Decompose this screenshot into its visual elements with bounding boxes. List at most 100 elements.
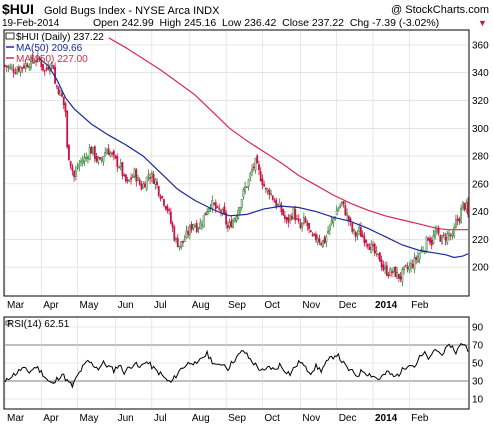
price-candle xyxy=(97,157,100,163)
price-candle xyxy=(282,209,285,216)
watermark: @ StockCharts.com xyxy=(391,4,489,16)
rsi-y-tick-label: 30 xyxy=(472,377,484,388)
price-candle xyxy=(216,206,219,208)
price-candle xyxy=(157,186,160,196)
price-candle xyxy=(190,224,193,230)
price-candle xyxy=(204,212,207,216)
rsi-x-tick-label: Dec xyxy=(339,413,357,424)
price-candle xyxy=(385,265,388,276)
price-candle xyxy=(418,253,421,260)
price-candle xyxy=(93,146,96,159)
price-candle xyxy=(220,210,222,212)
price-candle xyxy=(315,234,317,241)
price-candle xyxy=(211,200,214,210)
price-candle xyxy=(366,243,369,247)
price-candle xyxy=(81,160,84,164)
price-candle xyxy=(463,203,466,211)
ma150-line xyxy=(108,37,468,231)
price-candle xyxy=(71,166,74,171)
price-candle xyxy=(368,246,371,251)
legend-ma150: MA(150) 227.00 xyxy=(16,54,88,65)
price-candle xyxy=(152,174,155,184)
price-candle xyxy=(213,202,215,205)
price-candle xyxy=(292,207,295,219)
rsi-x-tick-label: May xyxy=(80,413,99,424)
rsi-y-tick-label: 50 xyxy=(472,359,484,370)
price-candle xyxy=(363,236,366,244)
rsi-y-tick-label: 90 xyxy=(472,323,484,334)
price-candle xyxy=(302,216,305,224)
price-candle xyxy=(125,174,127,182)
price-candle xyxy=(354,231,357,238)
rsi-y-tick-label: 10 xyxy=(472,395,484,406)
price-y-tick-label: 280 xyxy=(472,152,489,163)
price-candle xyxy=(456,218,459,221)
price-candle xyxy=(289,215,291,221)
price-candle xyxy=(95,155,98,162)
price-candle xyxy=(31,54,34,62)
price-candle xyxy=(187,231,190,235)
price-x-tick-label: Nov xyxy=(302,300,320,311)
chart-symbol: $HUI xyxy=(2,1,34,17)
price-candle xyxy=(427,238,430,241)
price-candle xyxy=(453,227,456,237)
price-x-tick-label: 2014 xyxy=(375,300,398,311)
rsi-x-tick-label: Mar xyxy=(7,413,25,424)
price-candle xyxy=(266,188,269,192)
price-candle xyxy=(169,211,172,224)
price-candle xyxy=(444,236,447,241)
price-candle xyxy=(263,184,266,187)
price-candle xyxy=(137,177,139,181)
rsi-x-tick-label: Aug xyxy=(192,413,210,424)
price-candle xyxy=(149,177,152,180)
price-candle xyxy=(448,232,450,236)
ma50-line xyxy=(39,58,469,259)
price-candle xyxy=(102,156,105,162)
price-candle xyxy=(5,65,8,68)
price-candle xyxy=(35,60,38,62)
price-candle xyxy=(442,234,445,236)
price-candle xyxy=(361,233,364,238)
chart-name: Gold Bugs Index - NYSE Arca INDX xyxy=(44,5,220,17)
price-candle xyxy=(161,195,164,198)
price-candle xyxy=(370,243,373,253)
price-candle xyxy=(304,218,307,223)
price-y-tick-label: 200 xyxy=(472,263,489,274)
price-candle xyxy=(285,217,288,221)
price-candle xyxy=(283,215,286,219)
price-candle xyxy=(12,69,15,73)
price-candle xyxy=(249,173,252,178)
price-candle xyxy=(321,240,324,248)
price-candle xyxy=(346,213,348,216)
price-candle xyxy=(277,204,279,206)
price-candle xyxy=(460,208,462,224)
price-candle xyxy=(415,257,418,261)
price-candle xyxy=(432,235,435,244)
price-candle xyxy=(74,170,77,177)
price-x-tick-label: Sep xyxy=(228,300,246,311)
price-candle xyxy=(199,222,202,229)
price-candle xyxy=(156,181,158,186)
price-y-tick-label: 340 xyxy=(472,68,489,79)
price-candle xyxy=(92,147,95,154)
rsi-x-tick-label: 2014 xyxy=(375,413,398,424)
price-candle xyxy=(47,67,50,70)
quote-down-arrow: ▼ xyxy=(478,18,487,28)
rsi-x-tick-label: Sep xyxy=(228,413,246,424)
price-y-tick-label: 360 xyxy=(472,40,489,51)
price-candle xyxy=(380,259,383,268)
price-candle xyxy=(455,219,457,228)
price-candle xyxy=(425,236,428,253)
rsi-label: RSI(14) 62.51 xyxy=(7,319,70,330)
price-candle xyxy=(30,56,32,69)
price-candle xyxy=(240,199,243,208)
price-candle xyxy=(154,179,157,185)
price-candle xyxy=(88,147,91,160)
price-candle xyxy=(223,206,226,215)
price-y-tick-label: 260 xyxy=(472,179,489,190)
price-candle xyxy=(85,157,88,159)
price-candle xyxy=(228,221,231,227)
price-candle xyxy=(313,233,316,236)
quote-values: Open 242.99 High 245.16 Low 236.42 Close… xyxy=(93,17,439,29)
price-candle xyxy=(404,264,407,267)
